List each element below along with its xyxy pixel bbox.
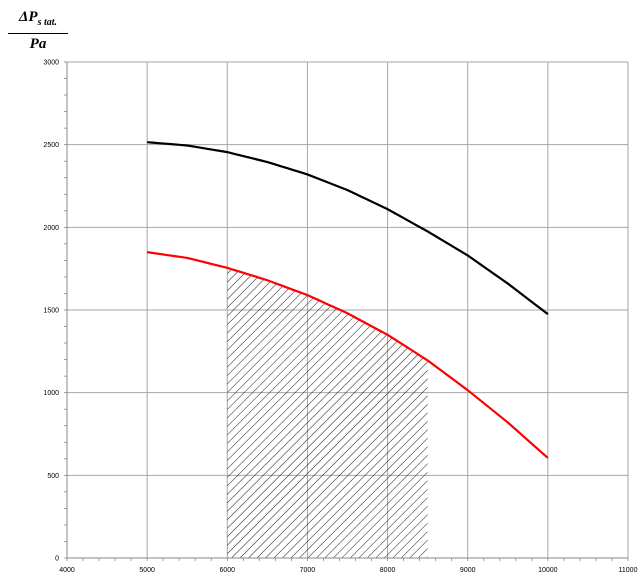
x-tick-label: 4000	[59, 567, 75, 574]
y-tick-label: 500	[47, 473, 59, 480]
x-tick-label: 9000	[460, 567, 476, 574]
hatched-area	[227, 267, 428, 558]
y-axis-label-numerator: ΔPs tat.	[8, 8, 68, 34]
y-tick-label: 0	[55, 556, 59, 563]
y-tick-label: 1000	[43, 390, 59, 397]
y-tick-label: 3000	[43, 60, 59, 67]
y-tick-label: 2000	[43, 225, 59, 232]
series-line-1	[147, 141, 549, 316]
x-tick-label: 7000	[300, 567, 316, 574]
x-tick-label: 11000	[619, 567, 638, 574]
x-tick-label: 8000	[380, 567, 396, 574]
y-tick-label: 1500	[43, 308, 59, 315]
x-tick-label: 6000	[219, 567, 235, 574]
x-tick-label: 10000	[538, 567, 558, 574]
hatched-operating-area	[227, 267, 428, 558]
y-axis-label-denominator: Pa	[29, 36, 47, 52]
x-tick-label: 5000	[139, 567, 155, 574]
y-axis-label: ΔPs tat. Pa	[8, 8, 68, 53]
tick-labels: 4000 5000 6000 7000 8000 9000 10000 11000 0 500 10…	[43, 60, 637, 575]
series-line-2	[146, 251, 549, 459]
series	[146, 141, 549, 459]
y-tick-label: 2500	[43, 142, 59, 149]
axes	[64, 61, 629, 561]
